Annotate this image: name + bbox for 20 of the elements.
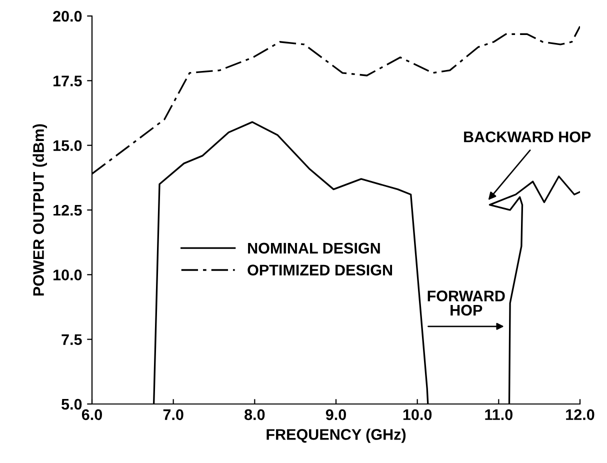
x-tick-label: 9.0 xyxy=(326,409,346,420)
x-tick-label: 12.0 xyxy=(566,409,594,420)
x-tick-label: 8.0 xyxy=(244,409,265,420)
y-tick-label: 15.0 xyxy=(54,140,82,152)
x-tick-label: 7.0 xyxy=(163,409,184,420)
x-axis-title: FREQUENCY (GHz) xyxy=(266,428,406,443)
y-tick-label: 10.0 xyxy=(54,270,82,280)
y-axis-title: POWER OUTPUT (dBm) xyxy=(32,124,47,296)
x-tick-label: 11.0 xyxy=(485,409,512,420)
y-tick-label: 17.5 xyxy=(54,76,82,86)
annotation: FORWARD HOP xyxy=(428,290,505,316)
legend-label: NOMINAL DESIGN xyxy=(248,242,380,254)
annotation: BACKWARD HOP xyxy=(464,131,591,142)
y-tick-label: 20.0 xyxy=(53,10,82,22)
x-tick-label: 10.0 xyxy=(403,409,432,420)
x-tick-label: 6.0 xyxy=(82,409,102,420)
legend-label: OPTIMIZED DESIGN xyxy=(248,264,392,276)
y-tick-label: 7.5 xyxy=(62,334,82,346)
y-tick-label: 12.5 xyxy=(54,204,82,216)
y-tick-label: 5.0 xyxy=(62,398,82,410)
